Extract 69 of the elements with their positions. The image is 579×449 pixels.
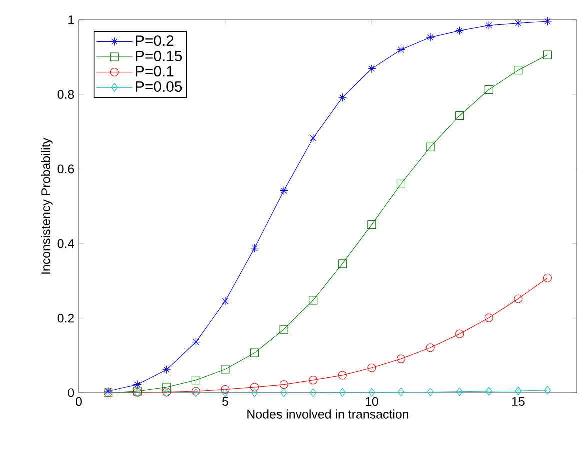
y-tick-label: 0.2	[58, 314, 74, 323]
x-tick-label: 5	[222, 397, 228, 406]
point	[486, 387, 492, 396]
point	[426, 33, 435, 42]
point	[544, 386, 552, 395]
point	[280, 388, 288, 398]
point	[368, 220, 376, 230]
point	[514, 19, 523, 28]
point	[222, 388, 229, 398]
point	[338, 93, 347, 102]
point	[162, 366, 172, 374]
point	[368, 388, 376, 397]
y-tick-label: 0.8	[58, 90, 74, 100]
point	[250, 383, 260, 392]
point	[192, 376, 200, 385]
point	[162, 383, 172, 392]
point	[133, 380, 142, 390]
point	[250, 348, 260, 358]
point	[543, 50, 552, 60]
x-tick-label: 10	[366, 397, 378, 406]
legend-label: P=0.2	[136, 36, 174, 46]
point	[398, 388, 405, 397]
legend-label: P=0.1	[136, 66, 174, 77]
point	[484, 21, 494, 30]
point	[309, 296, 318, 305]
point	[515, 386, 522, 396]
point	[368, 64, 376, 74]
point	[250, 244, 260, 253]
point	[221, 385, 230, 394]
point	[396, 354, 406, 364]
point	[456, 330, 464, 338]
legend-label: P=0.15	[136, 50, 182, 62]
point	[309, 376, 318, 385]
point	[484, 314, 494, 322]
point	[426, 142, 435, 152]
y-axis-title: Inconsistency Probability	[41, 138, 53, 274]
point	[368, 364, 376, 372]
legend-label: P=0.05	[136, 81, 182, 92]
point	[484, 85, 494, 94]
point	[396, 180, 406, 188]
point	[456, 112, 464, 120]
y-tick-label: 0.4	[58, 239, 74, 248]
point	[514, 294, 523, 304]
point	[543, 274, 552, 282]
point	[221, 365, 230, 374]
x-tick-label: 15	[512, 397, 525, 406]
y-tick-label: 1	[68, 16, 74, 24]
x-tick-label: 0	[76, 397, 82, 406]
point	[309, 134, 318, 143]
point	[280, 380, 288, 390]
point	[427, 388, 434, 397]
point	[310, 388, 317, 398]
point	[514, 66, 523, 75]
point	[456, 26, 464, 36]
point	[456, 388, 464, 396]
point	[192, 338, 200, 347]
point	[339, 388, 346, 397]
point	[338, 260, 347, 268]
point	[426, 344, 435, 352]
x-axis-title: Nodes involved in transaction	[248, 410, 408, 419]
y-tick-label: 0	[68, 388, 74, 398]
point	[543, 17, 552, 26]
y-tick-label: 0.6	[58, 164, 74, 174]
point	[338, 371, 347, 380]
point	[396, 46, 406, 54]
point	[251, 388, 258, 398]
point	[280, 186, 288, 196]
point	[221, 296, 230, 306]
point	[280, 325, 288, 334]
